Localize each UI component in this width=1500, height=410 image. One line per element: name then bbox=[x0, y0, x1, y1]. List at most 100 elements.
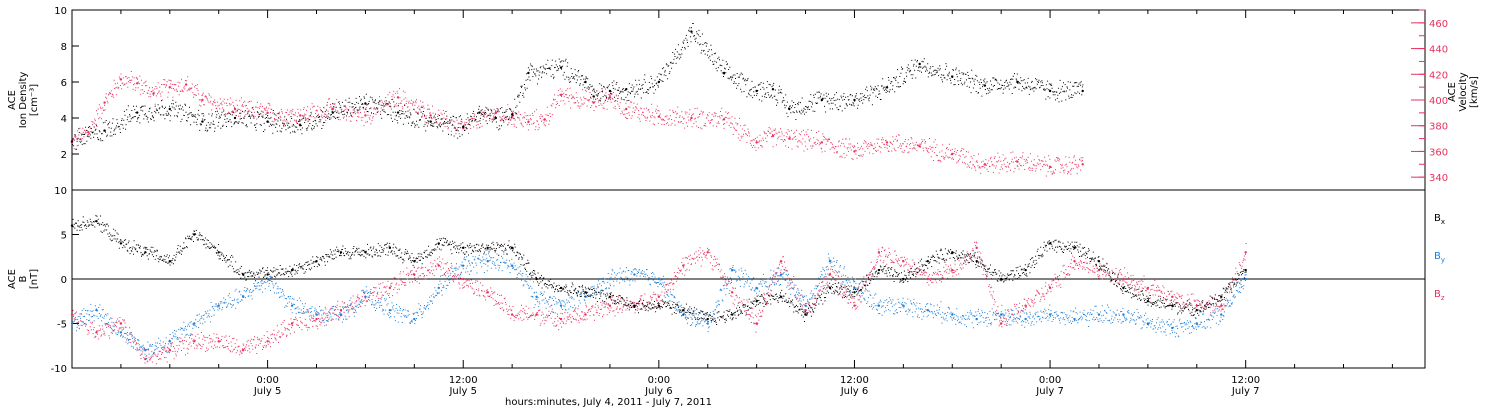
velocity-point bbox=[657, 115, 661, 118]
density-point bbox=[1081, 89, 1084, 93]
Bz-point bbox=[1244, 251, 1247, 254]
velocity-point bbox=[527, 120, 530, 124]
By-point bbox=[315, 313, 318, 316]
By-point bbox=[1146, 322, 1150, 325]
velocity-point bbox=[543, 118, 546, 121]
density-point bbox=[527, 71, 530, 75]
By-point bbox=[999, 313, 1003, 316]
velocity-point bbox=[233, 107, 237, 111]
y-tick-label-right: 360 bbox=[1429, 147, 1448, 158]
x-tick-time: 12:00 bbox=[1231, 375, 1260, 386]
y-tick-label-bottom: 5 bbox=[61, 231, 67, 242]
y-label-density: ACE Ion Density [cm⁻³] bbox=[7, 72, 40, 129]
velocity-point bbox=[1081, 163, 1084, 166]
Bz-scatter bbox=[72, 241, 1247, 365]
Bx-point bbox=[706, 317, 709, 321]
velocity-point bbox=[788, 137, 791, 140]
density-point bbox=[918, 62, 921, 66]
velocity-point bbox=[103, 101, 106, 104]
Bz-point bbox=[95, 331, 98, 334]
y-label-field-line: B bbox=[18, 275, 29, 282]
x-axis-label: hours:minutes, July 4, 2011 - July 7, 20… bbox=[505, 397, 712, 408]
By-point bbox=[559, 304, 563, 307]
density-point bbox=[136, 111, 139, 114]
top-panel-frame bbox=[71, 9, 1426, 191]
By-point bbox=[95, 308, 98, 312]
By-point bbox=[1122, 313, 1125, 316]
density-point bbox=[201, 120, 204, 123]
Bx-point bbox=[999, 277, 1003, 281]
Bz-point bbox=[755, 322, 758, 325]
x-tick-date: July 6 bbox=[644, 386, 673, 397]
y-tick-label-left: 10 bbox=[54, 6, 67, 17]
y-tick-label-right: 420 bbox=[1429, 70, 1448, 81]
density-point bbox=[592, 95, 595, 98]
Bx-point bbox=[1146, 300, 1150, 303]
Bz-point bbox=[290, 322, 294, 325]
Bz-point bbox=[1073, 260, 1076, 263]
y-label-density-line: ACE bbox=[7, 90, 18, 110]
density-point bbox=[396, 111, 400, 114]
density-point bbox=[584, 80, 587, 84]
Bz-point bbox=[853, 304, 856, 307]
density-point bbox=[70, 140, 74, 143]
legend-By: By bbox=[1434, 251, 1445, 264]
By-point bbox=[413, 317, 416, 321]
y-tick-label-left: 8 bbox=[61, 42, 67, 53]
y-tick-label-right: 400 bbox=[1429, 96, 1448, 107]
velocity-point bbox=[396, 96, 400, 99]
Bz-point bbox=[1122, 277, 1125, 281]
y-tick-label-right: 380 bbox=[1429, 122, 1448, 133]
By-point bbox=[877, 304, 881, 307]
velocity-point bbox=[559, 93, 563, 97]
velocity-point bbox=[266, 111, 269, 115]
By-point bbox=[217, 304, 220, 307]
bottom-panel: -10 -5 0 5 10 bbox=[51, 186, 1426, 375]
y-tick-label-bottom: 10 bbox=[54, 186, 67, 197]
Bz-point bbox=[951, 268, 954, 272]
Bz-point bbox=[682, 264, 685, 267]
y-label-velocity: ACE Velocity [km/s] bbox=[1447, 72, 1480, 111]
Bx-scatter bbox=[72, 215, 1247, 325]
Bx-point bbox=[730, 313, 734, 316]
Bx-point bbox=[266, 273, 269, 276]
By-point bbox=[804, 304, 807, 307]
Bx-point bbox=[853, 291, 856, 294]
velocity-point bbox=[429, 114, 432, 117]
Bz-point bbox=[1195, 304, 1198, 307]
By-point bbox=[290, 304, 294, 307]
Bz-point bbox=[339, 308, 343, 312]
Bz-point bbox=[388, 286, 392, 290]
velocity-scatter bbox=[72, 71, 1084, 177]
velocity-point bbox=[201, 98, 204, 102]
By-scatter bbox=[72, 253, 1247, 359]
y-label-field-line: [nT] bbox=[29, 269, 40, 289]
x-tick-time: 12:00 bbox=[840, 375, 869, 386]
By-point bbox=[70, 322, 74, 325]
Bz-point bbox=[266, 340, 269, 343]
By-point bbox=[535, 295, 538, 298]
density-point bbox=[233, 116, 237, 120]
Bz-point bbox=[584, 313, 587, 316]
x-tick-time: 0:00 bbox=[256, 375, 278, 386]
top-panel: 2 4 6 8 10 340 360 380 400 420 440 460 bbox=[54, 6, 1448, 191]
bottom-panel-data bbox=[70, 215, 1247, 365]
y-tick-label-bottom: -10 bbox=[51, 364, 67, 375]
velocity-point bbox=[136, 82, 139, 85]
y-tick-label-right: 440 bbox=[1429, 45, 1448, 56]
By-point bbox=[1244, 277, 1247, 281]
y-tick-label-bottom: 0 bbox=[61, 275, 67, 286]
velocity-point bbox=[625, 107, 628, 111]
y-label-density-line: Ion Density bbox=[18, 72, 29, 129]
By-point bbox=[388, 308, 392, 312]
velocity-point bbox=[853, 150, 856, 153]
Bx-point bbox=[584, 291, 587, 294]
Bx-point bbox=[779, 295, 783, 298]
By-point bbox=[486, 260, 489, 263]
y-tick-label-left: 6 bbox=[61, 78, 67, 89]
By-point bbox=[1171, 326, 1174, 330]
y-label-field: ACE B [nT] bbox=[7, 269, 40, 289]
Bx-point bbox=[217, 251, 220, 254]
density-point bbox=[657, 80, 661, 84]
